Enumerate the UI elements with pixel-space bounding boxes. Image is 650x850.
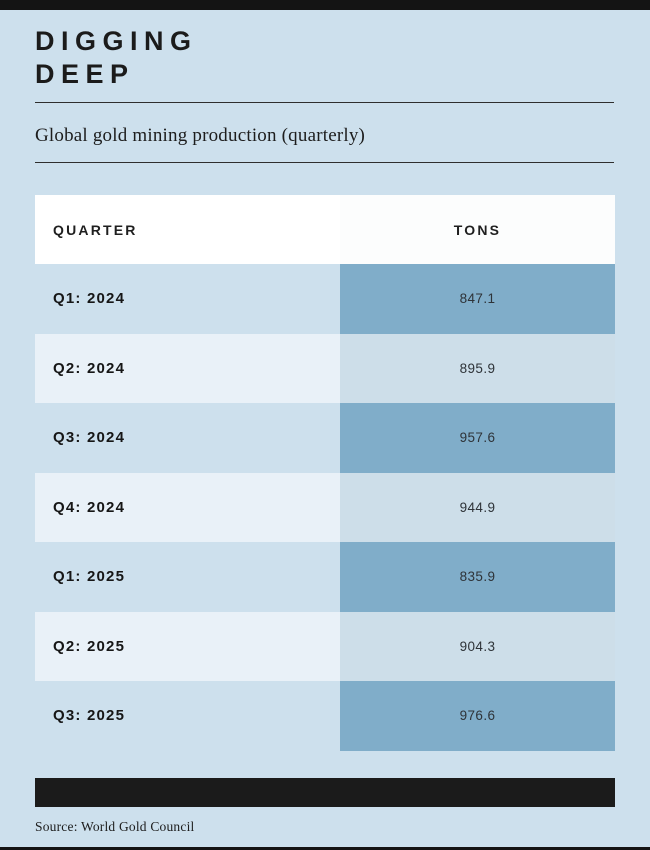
production-table: QUARTER TONS Q1: 2024 847.1 Q2: 2024 895… xyxy=(35,195,615,751)
table-row: Q3: 2025 976.6 xyxy=(35,681,615,751)
tons-value: 847.1 xyxy=(459,291,496,307)
quarter-label: Q1: 2024 xyxy=(53,290,126,308)
quarter-cell: Q1: 2025 xyxy=(35,542,340,612)
quarter-label: Q1: 2025 xyxy=(53,568,126,586)
tons-value: 976.6 xyxy=(459,708,496,724)
table-row: Q1: 2024 847.1 xyxy=(35,264,615,334)
quarter-cell: Q1: 2024 xyxy=(35,264,340,334)
source-attribution: Source: World Gold Council xyxy=(35,819,195,834)
quarter-label: Q2: 2024 xyxy=(53,359,126,377)
tons-cell: 944.9 xyxy=(340,472,615,542)
tons-value: 895.9 xyxy=(459,360,496,376)
quarter-label: Q3: 2024 xyxy=(53,429,126,447)
tons-value: 944.9 xyxy=(459,499,496,515)
page-title-line1: DIGGING xyxy=(35,26,198,56)
quarter-cell: Q2: 2025 xyxy=(35,611,340,681)
table-row: Q4: 2024 944.9 xyxy=(35,472,615,542)
tons-value: 835.9 xyxy=(459,569,496,585)
quarter-cell: Q2: 2024 xyxy=(35,333,340,403)
page-title: DIGGING DEEP xyxy=(35,25,198,91)
tons-cell: 835.9 xyxy=(340,542,615,612)
table-row: Q2: 2025 904.3 xyxy=(35,611,615,681)
tons-value: 957.6 xyxy=(459,430,496,446)
tons-cell: 957.6 xyxy=(340,403,615,473)
table-row: Q1: 2025 835.9 xyxy=(35,542,615,612)
quarter-cell: Q3: 2025 xyxy=(35,681,340,751)
chart-subtitle: Global gold mining production (quarterly… xyxy=(35,125,366,146)
quarter-label: Q3: 2025 xyxy=(53,707,126,725)
quarter-label: Q2: 2025 xyxy=(53,637,126,655)
column-header-quarter: QUARTER xyxy=(53,221,138,238)
divider-rule-bottom xyxy=(35,162,614,163)
divider-rule-top xyxy=(35,102,614,103)
quarter-cell: Q3: 2024 xyxy=(35,403,340,473)
bottom-border-bar xyxy=(0,847,650,850)
tons-cell: 904.3 xyxy=(340,611,615,681)
tons-cell: 847.1 xyxy=(340,264,615,334)
quarter-label: Q4: 2024 xyxy=(53,498,126,516)
top-border-bar xyxy=(0,0,650,10)
header-cell-tons: TONS xyxy=(340,195,615,264)
tons-cell: 895.9 xyxy=(340,333,615,403)
table-row: Q2: 2024 895.9 xyxy=(35,333,615,403)
page-title-line2: DEEP xyxy=(35,59,135,89)
column-header-tons: TONS xyxy=(453,221,502,238)
header-cell-quarter: QUARTER xyxy=(35,195,340,264)
quarter-cell: Q4: 2024 xyxy=(35,472,340,542)
table-header-row: QUARTER TONS xyxy=(35,195,615,264)
table-row: Q3: 2024 957.6 xyxy=(35,403,615,473)
tons-cell: 976.6 xyxy=(340,681,615,751)
tons-value: 904.3 xyxy=(459,638,496,654)
footer-black-bar xyxy=(35,778,615,807)
